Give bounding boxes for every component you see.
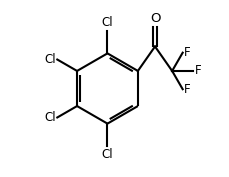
Text: Cl: Cl (102, 148, 113, 161)
Text: F: F (195, 64, 201, 78)
Text: O: O (150, 12, 160, 25)
Text: Cl: Cl (44, 53, 56, 66)
Text: F: F (184, 83, 191, 96)
Text: Cl: Cl (102, 16, 113, 29)
Text: Cl: Cl (44, 111, 56, 124)
Text: F: F (184, 46, 191, 59)
